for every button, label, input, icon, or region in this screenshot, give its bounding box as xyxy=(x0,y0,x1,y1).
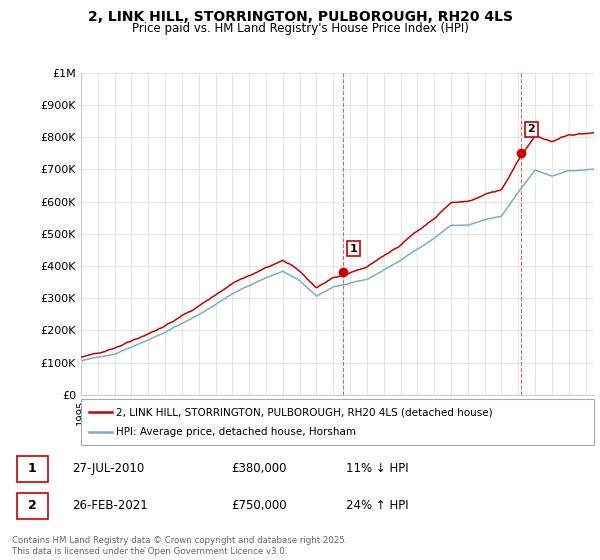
Text: 1: 1 xyxy=(28,462,37,475)
Text: 2: 2 xyxy=(28,500,37,512)
Text: Price paid vs. HM Land Registry's House Price Index (HPI): Price paid vs. HM Land Registry's House … xyxy=(131,22,469,35)
Text: 2, LINK HILL, STORRINGTON, PULBOROUGH, RH20 4LS (detached house): 2, LINK HILL, STORRINGTON, PULBOROUGH, R… xyxy=(116,407,493,417)
Text: Contains HM Land Registry data © Crown copyright and database right 2025.
This d: Contains HM Land Registry data © Crown c… xyxy=(12,536,347,556)
Text: 27-JUL-2010: 27-JUL-2010 xyxy=(73,462,145,475)
FancyBboxPatch shape xyxy=(17,493,48,519)
FancyBboxPatch shape xyxy=(17,455,48,482)
Text: £750,000: £750,000 xyxy=(231,500,287,512)
Text: 2: 2 xyxy=(527,124,535,134)
Text: HPI: Average price, detached house, Horsham: HPI: Average price, detached house, Hors… xyxy=(116,427,356,437)
Text: 26-FEB-2021: 26-FEB-2021 xyxy=(73,500,148,512)
Text: 1: 1 xyxy=(350,244,358,254)
Text: 2, LINK HILL, STORRINGTON, PULBOROUGH, RH20 4LS: 2, LINK HILL, STORRINGTON, PULBOROUGH, R… xyxy=(88,10,512,24)
Text: 11% ↓ HPI: 11% ↓ HPI xyxy=(346,462,409,475)
Text: £380,000: £380,000 xyxy=(231,462,286,475)
Text: 24% ↑ HPI: 24% ↑ HPI xyxy=(346,500,409,512)
